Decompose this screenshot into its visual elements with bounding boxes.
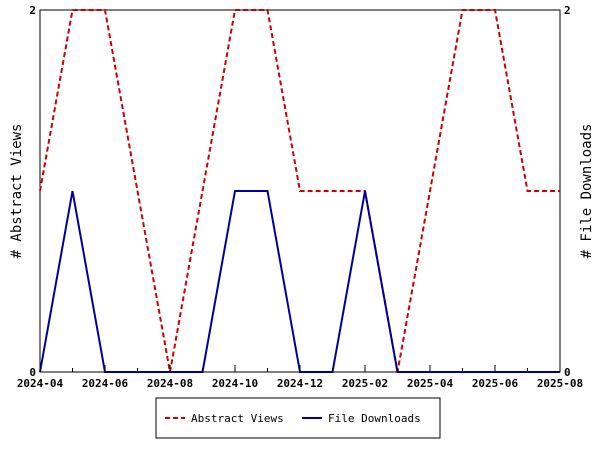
x-tick-label: 2024-10 (212, 377, 258, 390)
series-line-file-downloads (39, 190, 560, 373)
x-tick-label: 2024-08 (147, 377, 193, 390)
legend-label-abstract-views: Abstract Views (191, 412, 284, 425)
y-left-tick-label: 0 (29, 366, 36, 379)
y-axis-left-title: # Abstract Views (9, 124, 25, 259)
legend-box (155, 397, 441, 439)
legend-label-file-downloads: File Downloads (328, 412, 421, 425)
x-tick-label: 2025-08 (537, 377, 583, 390)
x-axis: 2024-04 2024-06 2024-08 2024-10 2024-12 2025-… (17, 365, 583, 390)
x-tick-label: 2025-04 (407, 377, 454, 390)
y-right-tick-label: 0 (564, 366, 571, 379)
x-tick-label: 2024-04 (17, 377, 64, 390)
y-axis-left: 02 (29, 4, 46, 379)
series-line-abstract-views (39, 9, 560, 373)
x-tick-label: 2025-02 (342, 377, 388, 390)
y-left-tick-label: 2 (29, 4, 36, 17)
y-right-tick-label: 2 (564, 4, 571, 17)
plot-area (39, 9, 561, 373)
x-tick-label: 2024-12 (277, 377, 323, 390)
legend: Abstract Views File Downloads (155, 397, 441, 439)
y-axis-right-title: # File Downloads (579, 124, 595, 259)
y-axis-right: 02 (554, 4, 571, 379)
x-tick-label: 2024-06 (82, 377, 129, 390)
x-tick-label: 2025-06 (472, 377, 519, 390)
